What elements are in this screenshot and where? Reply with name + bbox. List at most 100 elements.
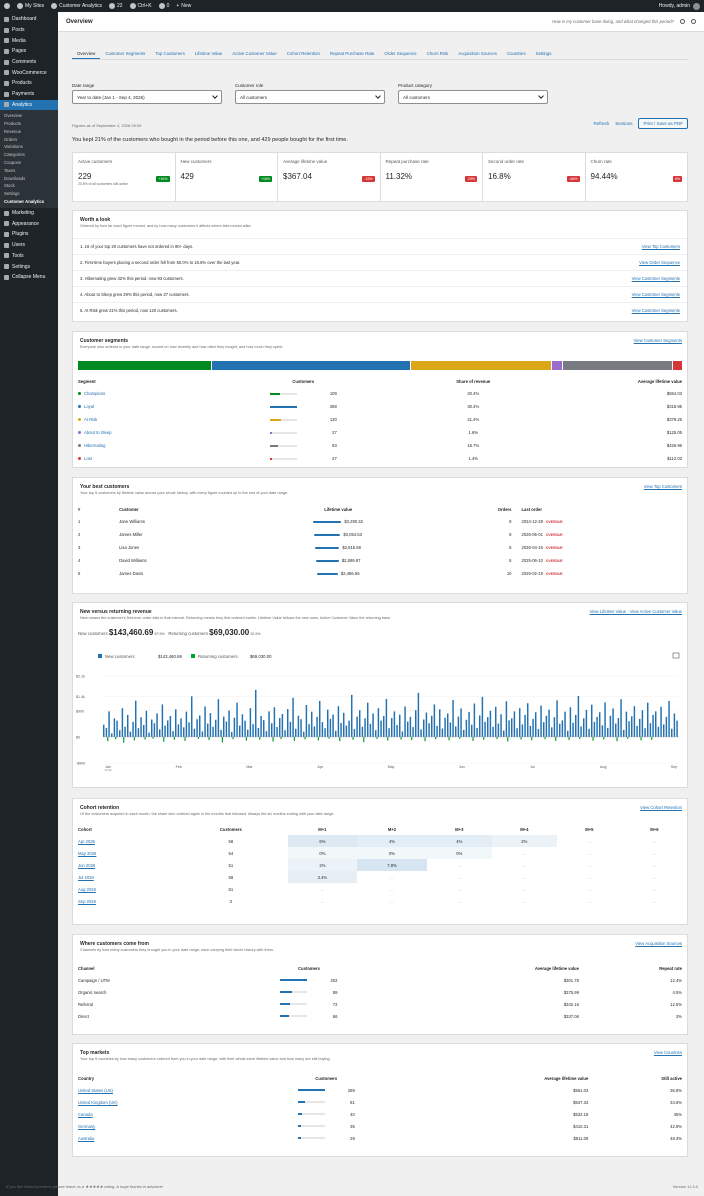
tab-cohort-retention[interactable]: Cohort Retention xyxy=(286,51,320,56)
date-range-select[interactable]: Year to date (Jan 1 - Sep 4, 2026) xyxy=(72,90,222,104)
updates-link[interactable]: 22 xyxy=(108,3,123,9)
returning-revenue-bar xyxy=(411,736,413,741)
country-link[interactable]: Germany xyxy=(78,1123,96,1129)
account-menu[interactable]: Howdy, admin xyxy=(659,2,700,10)
cohort-link[interactable]: Jul 2026 xyxy=(78,874,94,880)
help-icon[interactable] xyxy=(680,19,685,24)
submenu-item-overview[interactable]: Overview xyxy=(4,113,22,119)
product-category-select[interactable]: All customers xyxy=(398,90,548,104)
best-link[interactable]: View Top Customers xyxy=(643,484,682,489)
cohort-link[interactable]: May 2026 xyxy=(78,850,97,856)
lifetime-value-link[interactable]: View Lifetime Value xyxy=(589,609,627,614)
tab-settings[interactable]: Settings xyxy=(535,51,552,56)
worth-item-link[interactable]: View Order Sequence xyxy=(639,259,680,265)
sidebar-item-comments[interactable]: Comments xyxy=(0,57,58,68)
segment-link[interactable]: Champions xyxy=(84,391,106,396)
sidebar-item-woocommerce[interactable]: WooCommerce xyxy=(0,67,58,78)
worth-item-link[interactable]: View Top Customers xyxy=(641,243,680,249)
active-customer-value-link[interactable]: View Active Customer Value xyxy=(629,609,682,614)
returning-revenue-bar xyxy=(640,736,642,741)
segment-link[interactable]: Loyal xyxy=(84,404,95,409)
sidebar-item-settings[interactable]: Settings xyxy=(0,261,58,272)
country-link[interactable]: United Kingdom (UK) xyxy=(78,1099,118,1105)
search-shortcut[interactable]: Ctrl+K xyxy=(129,3,152,9)
worth-item-link[interactable]: View Customer Segments xyxy=(631,291,680,297)
country-link[interactable]: Canada xyxy=(78,1111,93,1117)
segment-link[interactable]: At Risk xyxy=(84,417,98,422)
cohort-link[interactable]: Jun 2026 xyxy=(78,862,96,868)
segment-link[interactable]: Hibernating xyxy=(84,443,106,448)
country-link[interactable]: United States (US) xyxy=(78,1087,113,1093)
submenu-item-downloads[interactable]: Downloads xyxy=(4,175,26,181)
wp-logo-icon[interactable] xyxy=(4,3,10,9)
sidebar-item-plugins[interactable]: Plugins xyxy=(0,229,58,240)
tab-countries[interactable]: Countries xyxy=(506,51,526,56)
cohort-link[interactable]: Aug 2026 xyxy=(78,886,96,892)
tab-lifetime-value[interactable]: Lifetime Value xyxy=(194,51,223,56)
new-link[interactable]: + New xyxy=(176,3,191,9)
customer-role-select[interactable]: All customers xyxy=(235,90,385,104)
tab-customer-segments[interactable]: Customer Segments xyxy=(105,51,146,56)
sidebar-item-analytics[interactable]: Analytics xyxy=(0,99,58,111)
my-sites-link[interactable]: My Sites xyxy=(17,3,44,9)
segment-strip-hibernating[interactable] xyxy=(563,361,672,370)
segment-strip-about-to-sleep[interactable] xyxy=(551,361,563,370)
tab-overview[interactable]: Overview xyxy=(72,48,101,59)
tab-order-sequence[interactable]: Order Sequence xyxy=(384,51,417,56)
chart-type-icon[interactable] xyxy=(672,652,680,659)
sidebar-item-collapse-menu[interactable]: Collapse Menu xyxy=(0,272,58,283)
submenu-item-taxes[interactable]: Taxes xyxy=(4,167,16,173)
country-customers: 81 xyxy=(224,1096,428,1108)
submenu-item-variations[interactable]: Variations xyxy=(4,144,23,150)
submenu-item-coupons[interactable]: Coupons xyxy=(4,159,22,165)
segments-link[interactable]: View Customer Segments xyxy=(633,338,682,343)
sidebar-item-products[interactable]: Products xyxy=(0,78,58,89)
refresh-button[interactable]: Refresh xyxy=(593,121,610,126)
sidebar-item-appearance[interactable]: Appearance xyxy=(0,218,58,229)
segment-strip-loyal[interactable] xyxy=(211,361,411,370)
kpi-value: 429 xyxy=(180,172,194,181)
submenu-item-settings[interactable]: Settings xyxy=(4,191,20,197)
submenu-item-revenue[interactable]: Revenue xyxy=(4,128,22,134)
settings-icon[interactable] xyxy=(691,19,696,24)
sidebar-item-dashboard[interactable]: Dashboard xyxy=(0,14,58,25)
segment-link[interactable]: Lost xyxy=(84,456,92,461)
sidebar-item-users[interactable]: Users xyxy=(0,240,58,251)
sections-button[interactable]: Sections xyxy=(615,121,633,126)
cohort-link[interactable]: Sep 2026 xyxy=(78,898,96,904)
print-button[interactable]: Print / Save as PDF xyxy=(638,118,688,129)
segment-strip-lost[interactable] xyxy=(672,361,682,370)
sidebar-item-pages[interactable]: Pages xyxy=(0,46,58,57)
country-link[interactable]: Australia xyxy=(78,1135,95,1141)
worth-item-link[interactable]: View Customer Segments xyxy=(631,307,680,313)
tab-acquisition-sources[interactable]: Acquisition Sources xyxy=(458,51,497,56)
segment-strip-at-risk[interactable] xyxy=(411,361,551,370)
cohort-link[interactable]: View Cohort Retention xyxy=(640,805,682,810)
sidebar-item-tools[interactable]: Tools xyxy=(0,251,58,262)
table-row: Organic search 89 $375.99 4.5% xyxy=(73,986,687,998)
comments-link[interactable]: 0 xyxy=(158,3,169,9)
submenu-item-products[interactable]: Products xyxy=(4,120,21,126)
submenu-item-orders[interactable]: Orders xyxy=(4,136,18,142)
sidebar-item-posts[interactable]: Posts xyxy=(0,25,58,36)
submenu-item-stock[interactable]: Stock xyxy=(4,183,15,189)
tab-active-customer-value[interactable]: Active Customer Value xyxy=(232,51,277,56)
new-revenue-bar xyxy=(191,696,193,737)
app-link[interactable]: Customer Analytics xyxy=(51,3,102,9)
segment-strip-champions[interactable] xyxy=(78,361,211,370)
channels-link[interactable]: View Acquisition Sources xyxy=(635,941,682,946)
submenu-item-categories[interactable]: Categories xyxy=(4,152,25,158)
sidebar-item-marketing[interactable]: Marketing xyxy=(0,208,58,219)
segment-link[interactable]: About to Sleep xyxy=(84,430,112,435)
worth-item-link[interactable]: View Customer Segments xyxy=(631,275,680,281)
share-cell: 30.4% xyxy=(467,404,480,409)
sidebar-item-payments[interactable]: Payments xyxy=(0,89,58,100)
tab-top-customers[interactable]: Top Customers xyxy=(155,51,185,56)
cohort-link[interactable]: Apr 2026 xyxy=(78,838,95,844)
markets-link[interactable]: View Countries xyxy=(653,1050,682,1055)
tab-churn-risk[interactable]: Churn Risk xyxy=(426,51,449,56)
submenu-item-customer-analytics[interactable]: Customer Analytics xyxy=(4,198,45,204)
tab-repeat-purchase-rate[interactable]: Repeat Purchase Rate xyxy=(329,51,375,56)
new-revenue-bar xyxy=(273,707,276,737)
sidebar-item-media[interactable]: Media xyxy=(0,35,58,46)
